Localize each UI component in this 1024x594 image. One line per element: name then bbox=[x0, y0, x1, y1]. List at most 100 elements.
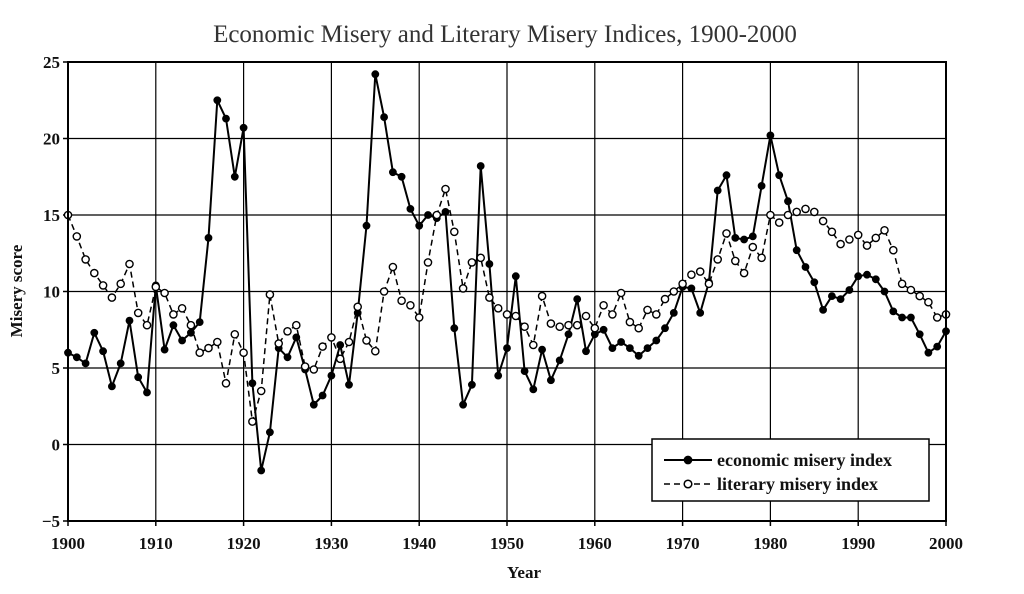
literary-point bbox=[142, 320, 152, 330]
economic-point bbox=[854, 272, 863, 281]
literary-point bbox=[248, 417, 257, 426]
economic-point bbox=[722, 171, 731, 180]
literary-point bbox=[98, 281, 108, 290]
literary-point bbox=[608, 310, 617, 319]
economic-point bbox=[582, 347, 590, 356]
economic-point bbox=[503, 344, 511, 352]
x-tick-label: 1940 bbox=[402, 534, 436, 553]
economic-point bbox=[195, 318, 204, 326]
economic-point bbox=[740, 235, 748, 244]
literary-point bbox=[423, 258, 433, 267]
economic-point bbox=[933, 342, 942, 351]
economic-point bbox=[810, 278, 819, 287]
economic-point bbox=[90, 328, 99, 337]
literary-point bbox=[186, 320, 196, 330]
literary-point bbox=[845, 235, 854, 244]
economic-point bbox=[652, 336, 661, 345]
literary-point bbox=[493, 303, 503, 313]
economic-point bbox=[424, 211, 432, 219]
literary-point bbox=[221, 378, 231, 388]
literary-point bbox=[353, 302, 363, 312]
literary-point bbox=[274, 339, 284, 348]
literary-point bbox=[283, 326, 292, 336]
literary-point bbox=[335, 354, 345, 364]
literary-point bbox=[537, 291, 547, 301]
legend-item-literary: literary misery index bbox=[664, 474, 878, 494]
economic-point bbox=[388, 168, 397, 177]
economic-point bbox=[186, 328, 195, 337]
economic-point bbox=[222, 114, 230, 123]
y-tick-label: 10 bbox=[43, 283, 60, 302]
economic-point bbox=[564, 330, 573, 339]
economic-point bbox=[863, 270, 871, 279]
literary-point bbox=[414, 313, 424, 322]
economic-point bbox=[415, 221, 424, 230]
economic-point bbox=[441, 207, 450, 216]
economic-point bbox=[520, 367, 529, 375]
economic-point bbox=[99, 347, 108, 356]
literary-point bbox=[265, 290, 275, 299]
economic-point bbox=[134, 373, 143, 382]
economic-point bbox=[108, 382, 116, 391]
economic-point bbox=[529, 385, 538, 394]
literary-point bbox=[169, 310, 178, 319]
literary-point bbox=[818, 216, 828, 226]
economic-point bbox=[801, 263, 810, 271]
y-tick-label: 25 bbox=[43, 53, 60, 72]
literary-point bbox=[230, 329, 240, 339]
literary-point bbox=[344, 337, 354, 347]
x-tick-label: 1950 bbox=[490, 534, 524, 553]
literary-point bbox=[81, 255, 90, 264]
literary-point bbox=[748, 242, 758, 252]
economic-point bbox=[599, 325, 608, 334]
literary-point bbox=[397, 296, 406, 306]
literary-point bbox=[72, 232, 82, 241]
literary-point bbox=[581, 311, 591, 321]
literary-point bbox=[880, 225, 889, 235]
economic-point bbox=[766, 131, 775, 140]
economic-point bbox=[143, 388, 151, 397]
legend-label-economic: economic misery index bbox=[717, 450, 892, 470]
y-tick-label: 0 bbox=[52, 436, 61, 455]
literary-point bbox=[485, 293, 494, 302]
x-tick-label: 1930 bbox=[314, 534, 348, 553]
y-tick-label: 20 bbox=[43, 130, 60, 149]
literary-point bbox=[529, 340, 538, 350]
x-tick-label: 1920 bbox=[227, 534, 261, 553]
literary-point bbox=[476, 253, 486, 263]
economic-point bbox=[81, 359, 90, 368]
y-tick-label: 5 bbox=[52, 359, 61, 378]
literary-point bbox=[634, 323, 644, 333]
economic-point bbox=[204, 233, 213, 242]
literary-point bbox=[599, 300, 608, 310]
economic-point bbox=[626, 344, 634, 352]
literary-point bbox=[133, 308, 143, 318]
literary-point bbox=[239, 348, 248, 358]
x-tick-label: 1990 bbox=[841, 534, 875, 553]
literary-point bbox=[827, 227, 837, 237]
literary-point bbox=[212, 337, 222, 347]
economic-point bbox=[661, 324, 669, 333]
economic-point bbox=[178, 336, 187, 345]
economic-point bbox=[371, 70, 380, 79]
economic-point bbox=[257, 466, 266, 475]
economic-point bbox=[380, 113, 388, 122]
literary-point bbox=[300, 362, 310, 371]
economic-point bbox=[608, 344, 617, 352]
economic-point bbox=[748, 232, 757, 241]
economic-point bbox=[72, 353, 81, 362]
literary-point bbox=[432, 210, 442, 220]
x-tick-label: 1980 bbox=[753, 534, 787, 553]
literary-point bbox=[370, 346, 380, 356]
literary-point bbox=[783, 210, 793, 220]
literary-point bbox=[327, 333, 336, 342]
literary-point bbox=[678, 279, 687, 289]
literary-point bbox=[555, 322, 565, 332]
economic-point bbox=[125, 316, 134, 325]
literary-point bbox=[441, 184, 450, 194]
legend-item-economic: economic misery index bbox=[664, 450, 892, 470]
economic-point bbox=[345, 380, 353, 389]
economic-point bbox=[907, 313, 915, 322]
economic-point bbox=[169, 321, 178, 330]
